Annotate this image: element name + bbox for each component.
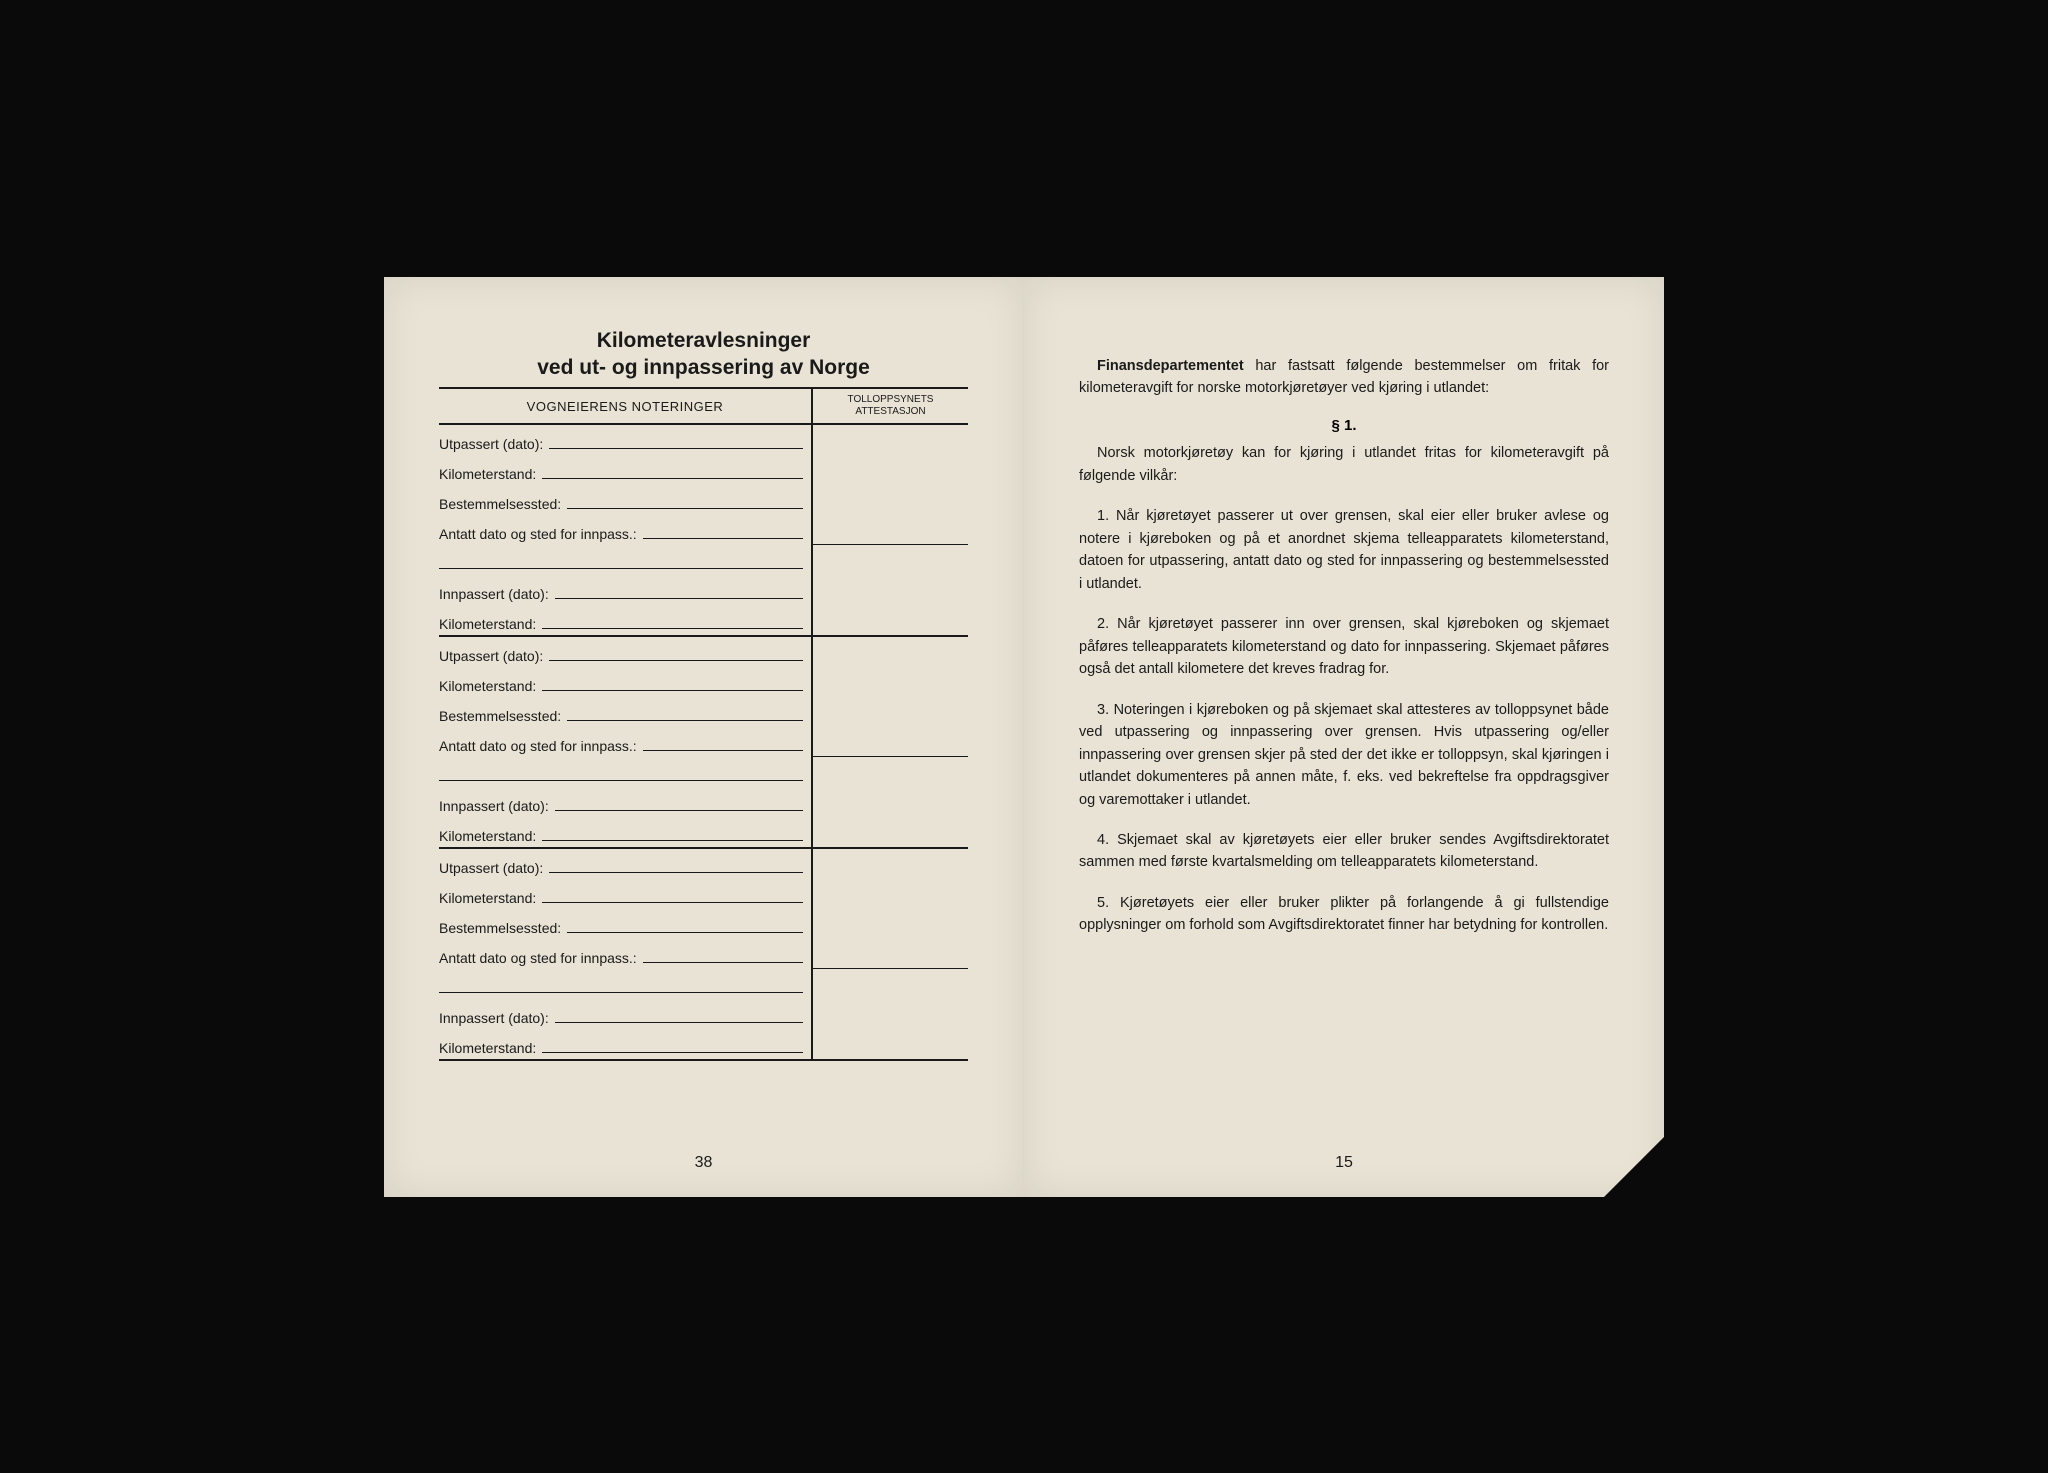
field-line[interactable] [549,660,803,661]
attestation-cell[interactable] [813,939,968,969]
attestation-cell[interactable] [813,909,968,939]
attestation-cell[interactable] [813,425,968,455]
title-line-1: Kilometeravlesninger [439,327,968,354]
label-innpassert: Innpassert (dato): [439,586,549,602]
field-line[interactable] [542,628,803,629]
attestation-cell[interactable] [813,575,968,605]
paragraph-4: 4. Skjemaet skal av kjøretøyets eier ell… [1079,829,1609,874]
field-line[interactable] [567,508,803,509]
intro-paragraph: Finansdepartementet har fastsatt følgend… [1079,355,1609,400]
form-section-3: Utpassert (dato): Kilometerstand: Bestem… [439,849,968,1061]
label-kilometerstand: Kilometerstand: [439,890,536,906]
attestation-cell[interactable] [813,849,968,879]
attestation-cell[interactable] [813,697,968,727]
field-line[interactable] [439,780,803,781]
section-number: § 1. [1079,417,1609,434]
label-kilometerstand: Kilometerstand: [439,1040,536,1056]
field-line[interactable] [555,1022,803,1023]
attestation-cell[interactable] [813,637,968,667]
header-right: TOLLOPPSYNETS ATTESTASJON [813,389,968,423]
label-antatt: Antatt dato og sted for innpass.: [439,738,637,754]
field-line[interactable] [542,840,803,841]
header-left: VOGNEIERENS NOTERINGER [439,389,813,423]
field-line[interactable] [643,962,803,963]
attestation-cell[interactable] [813,605,968,635]
field-line[interactable] [439,568,803,569]
label-antatt: Antatt dato og sted for innpass.: [439,526,637,542]
field-line[interactable] [555,598,803,599]
field-line[interactable] [542,690,803,691]
field-line[interactable] [567,720,803,721]
book-spread: Kilometeravlesninger ved ut- og innpasse… [384,277,1664,1197]
table-header: VOGNEIERENS NOTERINGER TOLLOPPSYNETS ATT… [439,387,968,425]
label-utpassert: Utpassert (dato): [439,860,543,876]
label-bestemmelsessted: Bestemmelsessted: [439,496,561,512]
label-bestemmelsessted: Bestemmelsessted: [439,920,561,936]
attestation-cell[interactable] [813,485,968,515]
label-kilometerstand: Kilometerstand: [439,828,536,844]
field-line[interactable] [555,810,803,811]
attestation-cell[interactable] [813,455,968,485]
left-page: Kilometeravlesninger ved ut- og innpasse… [384,277,1024,1197]
form-section-1: Utpassert (dato): Kilometerstand: Bestem… [439,425,968,637]
label-utpassert: Utpassert (dato): [439,648,543,664]
attestation-cell[interactable] [813,969,968,999]
field-line[interactable] [643,750,803,751]
field-line[interactable] [542,478,803,479]
page-number-left: 38 [384,1154,1023,1172]
attestation-cell[interactable] [813,667,968,697]
attestation-cell[interactable] [813,757,968,787]
attestation-cell[interactable] [813,515,968,545]
page-number-right: 15 [1024,1154,1664,1172]
attestation-cell[interactable] [813,787,968,817]
right-page: Finansdepartementet har fastsatt følgend… [1024,277,1664,1197]
attestation-cell[interactable] [813,879,968,909]
field-line[interactable] [549,872,803,873]
paragraph-5: 5. Kjøretøyets eier eller bruker plikter… [1079,892,1609,937]
label-kilometerstand: Kilometerstand: [439,616,536,632]
attestation-cell[interactable] [813,545,968,575]
label-bestemmelsessted: Bestemmelsessted: [439,708,561,724]
field-line[interactable] [542,902,803,903]
attestation-cell[interactable] [813,817,968,847]
label-innpassert: Innpassert (dato): [439,798,549,814]
field-line[interactable] [567,932,803,933]
attestation-cell[interactable] [813,999,968,1029]
label-innpassert: Innpassert (dato): [439,1010,549,1026]
title-line-2: ved ut- og innpassering av Norge [439,354,968,381]
paragraph-0: Norsk motorkjøretøy kan for kjøring i ut… [1079,442,1609,487]
label-kilometerstand: Kilometerstand: [439,466,536,482]
form-section-2: Utpassert (dato): Kilometerstand: Bestem… [439,637,968,849]
field-line[interactable] [542,1052,803,1053]
field-line[interactable] [549,448,803,449]
field-line[interactable] [439,992,803,993]
paragraph-3: 3. Noteringen i kjøreboken og på skjemae… [1079,699,1609,811]
attestation-cell[interactable] [813,727,968,757]
label-kilometerstand: Kilometerstand: [439,678,536,694]
page-title: Kilometeravlesninger ved ut- og innpasse… [439,327,968,382]
paragraph-2: 2. Når kjøretøyet passerer inn over gren… [1079,613,1609,680]
field-line[interactable] [643,538,803,539]
attestation-cell[interactable] [813,1029,968,1059]
label-antatt: Antatt dato og sted for innpass.: [439,950,637,966]
intro-bold: Finansdepartementet [1097,358,1244,374]
paragraph-1: 1. Når kjøretøyet passerer ut over grens… [1079,505,1609,595]
label-utpassert: Utpassert (dato): [439,436,543,452]
